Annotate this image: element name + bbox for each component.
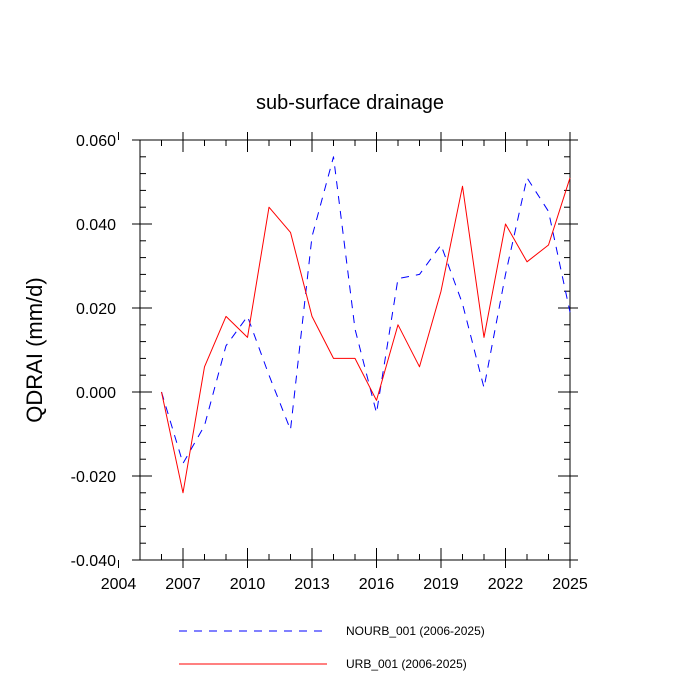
axis-ticks: 2004 2007 2010 2013 2016 2019 2022 2025 -0.040 -0… [71,132,588,593]
y-tick-label: -0.020 [71,469,116,486]
y-tick-label: 0.040 [76,217,116,234]
y-axis-label: QDRAI (mm/d) [22,277,47,422]
x-tick-label: 2019 [423,576,459,593]
x-tick-label: 2022 [488,576,524,593]
chart-title: sub-surface drainage [256,92,444,114]
series-lines [161,156,571,494]
y-tick-label: 0.000 [76,385,116,402]
legend: NOURB_001 (2006-2025) URB_001 (2006-2025) [179,624,485,671]
legend-label: URB_001 (2006-2025) [346,657,467,671]
x-tick-label: 2013 [294,576,330,593]
y-tick-label: 0.060 [76,133,116,150]
series-line [161,177,571,494]
x-tick-label: 2016 [359,576,395,593]
legend-label: NOURB_001 (2006-2025) [346,624,485,638]
y-tick-label: 0.020 [76,301,116,318]
x-tick-label: 2025 [552,576,588,593]
x-tick-label: 2007 [165,576,201,593]
x-tick-label: 2010 [230,576,266,593]
x-tick-label: 2004 [101,576,137,593]
series-line [161,156,571,464]
plot-frame [139,139,571,561]
y-tick-label: -0.040 [71,553,116,570]
